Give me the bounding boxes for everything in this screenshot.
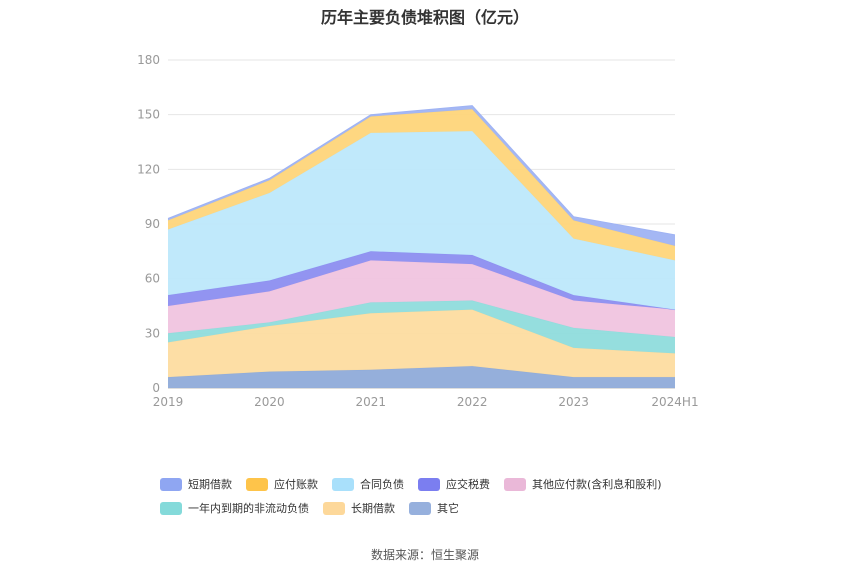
y-tick-label: 60 (145, 272, 160, 286)
legend-item-other[interactable]: 其它 (409, 500, 459, 516)
legend-item-other-payables[interactable]: 其他应付款(含利息和股利) (504, 476, 662, 492)
legend-label: 应付账款 (274, 478, 318, 491)
legend-swatch (504, 477, 526, 491)
legend-row-2: 一年内到期的非流动负债 长期借款 其它 (160, 496, 720, 520)
area-series (168, 309, 675, 378)
x-tick-label: 2020 (254, 395, 285, 409)
legend-label: 其它 (437, 502, 459, 515)
legend-swatch (323, 501, 345, 515)
area-series (168, 109, 675, 261)
legend: 短期借款 应付账款 合同负债 应交税费 其他应付款(含利息和股利) 一年内到期的… (160, 472, 720, 520)
legend-swatch (409, 501, 431, 515)
data-source: 数据来源：恒生聚源 (370, 548, 479, 562)
legend-label: 长期借款 (351, 502, 395, 515)
y-tick-label: 180 (137, 53, 160, 67)
legend-item-short-term-loans[interactable]: 短期借款 (160, 476, 232, 492)
y-tick-label: 30 (145, 326, 160, 340)
legend-row-1: 短期借款 应付账款 合同负债 应交税费 其他应付款(含利息和股利) (160, 472, 720, 496)
area-series-edge (167, 309, 676, 354)
area-series (168, 251, 675, 310)
legend-item-accounts-payable[interactable]: 应付账款 (246, 476, 318, 492)
legend-item-contract-liabilities[interactable]: 合同负债 (332, 476, 404, 492)
x-tick-label: 2019 (153, 395, 184, 409)
legend-swatch (418, 477, 440, 491)
legend-label: 其他应付款(含利息和股利) (532, 478, 662, 491)
x-tick-label: 2022 (457, 395, 488, 409)
x-tick-label: 2023 (558, 395, 589, 409)
legend-swatch (160, 501, 182, 515)
area-series-edge (167, 105, 676, 236)
legend-item-taxes-payable[interactable]: 应交税费 (418, 476, 490, 492)
legend-item-long-term-loans[interactable]: 长期借款 (323, 500, 395, 516)
legend-label: 一年内到期的非流动负债 (188, 502, 309, 515)
y-tick-label: 120 (137, 162, 160, 176)
chart-title: 历年主要负债堆积图（亿元） (320, 8, 529, 27)
stacked-area-chart: 0 30 60 90 120 150 180 2019 2020 2021 2022 2023 2024… (137, 53, 699, 409)
legend-swatch (160, 477, 182, 491)
legend-label: 合同负债 (360, 478, 404, 491)
area-series (168, 300, 675, 354)
x-tick-label: 2021 (356, 395, 387, 409)
y-tick-label: 90 (145, 217, 160, 231)
legend-label: 应交税费 (446, 478, 490, 491)
area-series (168, 105, 675, 246)
y-tick-label: 0 (152, 381, 160, 395)
legend-label: 短期借款 (188, 478, 232, 491)
legend-item-current-noncurrent-liabilities[interactable]: 一年内到期的非流动负债 (160, 500, 309, 516)
legend-swatch (332, 477, 354, 491)
area-series (168, 260, 675, 337)
legend-swatch (246, 477, 268, 491)
area-series (168, 131, 675, 310)
x-tick-label: 2024H1 (651, 395, 698, 409)
y-tick-label: 150 (137, 108, 160, 122)
